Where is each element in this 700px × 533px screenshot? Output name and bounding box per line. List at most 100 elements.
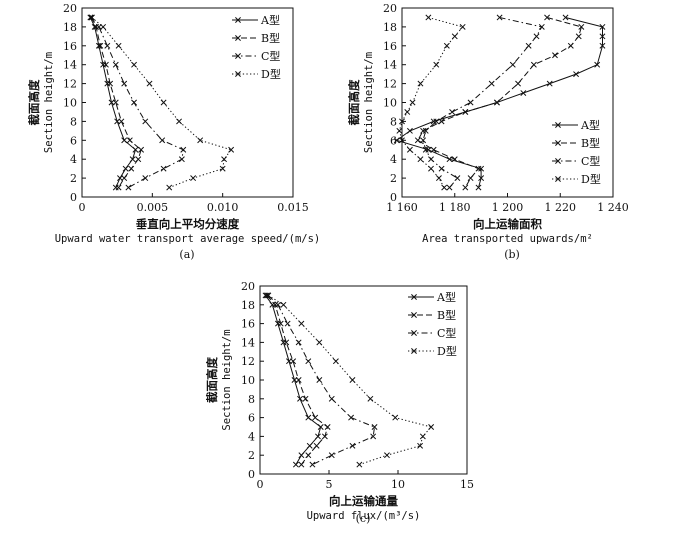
panel-a-data-point <box>132 146 139 153</box>
panel-a-data-point <box>160 99 167 106</box>
panel-c-data-point <box>324 424 331 430</box>
panel-c-y-tick-label: 18 <box>241 299 255 312</box>
panel-a-data-point <box>131 99 138 106</box>
panel-a-legend-marker <box>235 17 241 23</box>
panel-b-data-point <box>393 137 400 144</box>
panel-c-x-axis-title-cn: 向上运输通量 <box>329 494 398 508</box>
panel-a-data-point <box>178 156 185 163</box>
panel-c-data-point <box>272 301 279 308</box>
panel-c-data-point <box>309 461 316 468</box>
panel-c-data-point <box>305 414 312 421</box>
panel-c-data-point <box>370 433 377 440</box>
panel-a-data-point <box>112 99 119 106</box>
panel-c-legend-marker <box>411 330 417 336</box>
panel-b-data-point <box>417 80 424 87</box>
panel-a-data-point <box>107 80 114 87</box>
panel-c-data-point <box>328 452 335 459</box>
panel-c-data-point <box>302 395 309 402</box>
panel-c-data-point <box>295 339 302 346</box>
panel-b-data-point <box>399 118 405 125</box>
panel-c-data-point <box>295 377 302 383</box>
panel-c-data-point <box>356 461 363 468</box>
panel-a-data-point <box>112 61 119 68</box>
panel-c-y-tick-label: 14 <box>241 336 255 349</box>
panel-c-series-line <box>267 295 376 466</box>
panel-a-data-point <box>125 184 132 191</box>
panel-b-data-point <box>435 175 442 182</box>
panel-b-x-tick-label: 1 200 <box>492 201 524 214</box>
panel-c-data-point <box>321 433 328 440</box>
panel-a-data-point <box>117 175 123 182</box>
panel-c-y-axis-title-en: Section height/m <box>221 329 233 430</box>
panel-b-data-point <box>396 127 403 134</box>
panel-c-data-point <box>297 395 303 402</box>
panel-c-data-point <box>292 461 299 468</box>
panel-c-data-point <box>392 414 399 421</box>
panel-b-data-point <box>420 137 427 144</box>
panel-c-y-tick-label: 20 <box>241 280 255 293</box>
panel-b-data-point <box>573 71 580 78</box>
panel-a-data-point <box>102 61 109 68</box>
panel-b-y-tick-label: 12 <box>383 78 397 91</box>
panel-a-series-line <box>89 17 137 188</box>
panel-b-data-point <box>459 23 466 30</box>
panel-b-plot-frame <box>401 7 614 198</box>
panel-b-data-point <box>599 23 606 30</box>
panel-a: 0 0.005 0.010 0.015 0 2 4 6 8 10 12 14 16 18 20 A型 B型 C型 D… <box>27 2 320 261</box>
panel-a-x-tick-label: 0.010 <box>207 201 239 214</box>
panel-b-data-point <box>478 175 485 182</box>
panel-c-data-point <box>265 292 272 299</box>
panel-a-data-point <box>114 118 121 125</box>
panel-a-legend-label: A型 <box>260 13 280 27</box>
panel-b-legend-marker <box>555 176 561 182</box>
panel-b-data-point <box>467 99 474 106</box>
panel-a-y-tick-label: 18 <box>63 21 77 34</box>
panel-c-legend-label: D型 <box>437 344 457 358</box>
panel-b-legend-marker <box>555 158 561 164</box>
panel-a-data-point <box>131 61 138 68</box>
panel-c-data-point <box>280 301 287 308</box>
panel-c-data-point <box>306 442 313 449</box>
panel-b-data-point <box>509 61 516 68</box>
panel-b-data-point <box>462 184 469 191</box>
panel-a-data-point <box>135 156 142 163</box>
panel-a-data-point <box>228 146 235 153</box>
panel-a-data-point <box>97 42 104 49</box>
panel-c-x-tick-label: 5 <box>326 478 333 491</box>
panel-b-data-point <box>433 61 440 68</box>
panel-a-y-tick-label: 6 <box>70 134 77 147</box>
panel-c-y-tick-label: 6 <box>248 412 255 425</box>
panel-c-data-point <box>349 442 356 449</box>
panel-a-data-point <box>112 184 119 191</box>
panel-b-data-point <box>438 118 445 125</box>
panel-c-data-point <box>305 452 312 459</box>
panel-b-data-point <box>567 42 574 49</box>
panel-b-data-point <box>525 42 532 49</box>
panel-b-y-axis-title-cn: 截面高度 <box>347 79 361 125</box>
panel-c-legend-marker <box>411 294 417 300</box>
panel-a-data-point <box>159 137 166 144</box>
panel-a-data-point <box>115 42 122 49</box>
panel-b-x-axis-title-en: Area transported upwards/m² <box>422 233 593 245</box>
panel-a-data-point <box>138 146 145 153</box>
panel-b-y-tick-label: 18 <box>383 21 397 34</box>
panel-b-y-tick-label: 10 <box>383 97 397 110</box>
panel-b-data-point <box>428 165 434 172</box>
panel-c-data-point <box>298 452 305 459</box>
panel-c-data-point <box>298 320 305 327</box>
panel-b: 1 160 1 180 1 200 1 220 1 240 0 2 4 6 8 10 12 14 16 18… <box>347 2 629 261</box>
panel-c-x-tick-label: 10 <box>391 478 405 491</box>
panel-c-data-point <box>419 433 426 440</box>
panel-b-data-point <box>530 61 537 68</box>
panel-b-x-axis-title-cn: 向上运输面积 <box>473 217 542 231</box>
panel-a-x-axis-title-en: Upward water transport average speed/(m/… <box>55 233 321 245</box>
panel-c-data-point <box>263 292 270 299</box>
panel-c-data-point <box>274 301 281 308</box>
panel-a-y-tick-label: 4 <box>70 153 77 166</box>
panel-a-legend-marker <box>235 35 241 41</box>
panel-c-data-point <box>313 442 320 449</box>
panel-b-data-point <box>496 14 503 21</box>
panel-a-legend-label: C型 <box>261 49 280 63</box>
panel-c-data-point <box>384 452 390 459</box>
